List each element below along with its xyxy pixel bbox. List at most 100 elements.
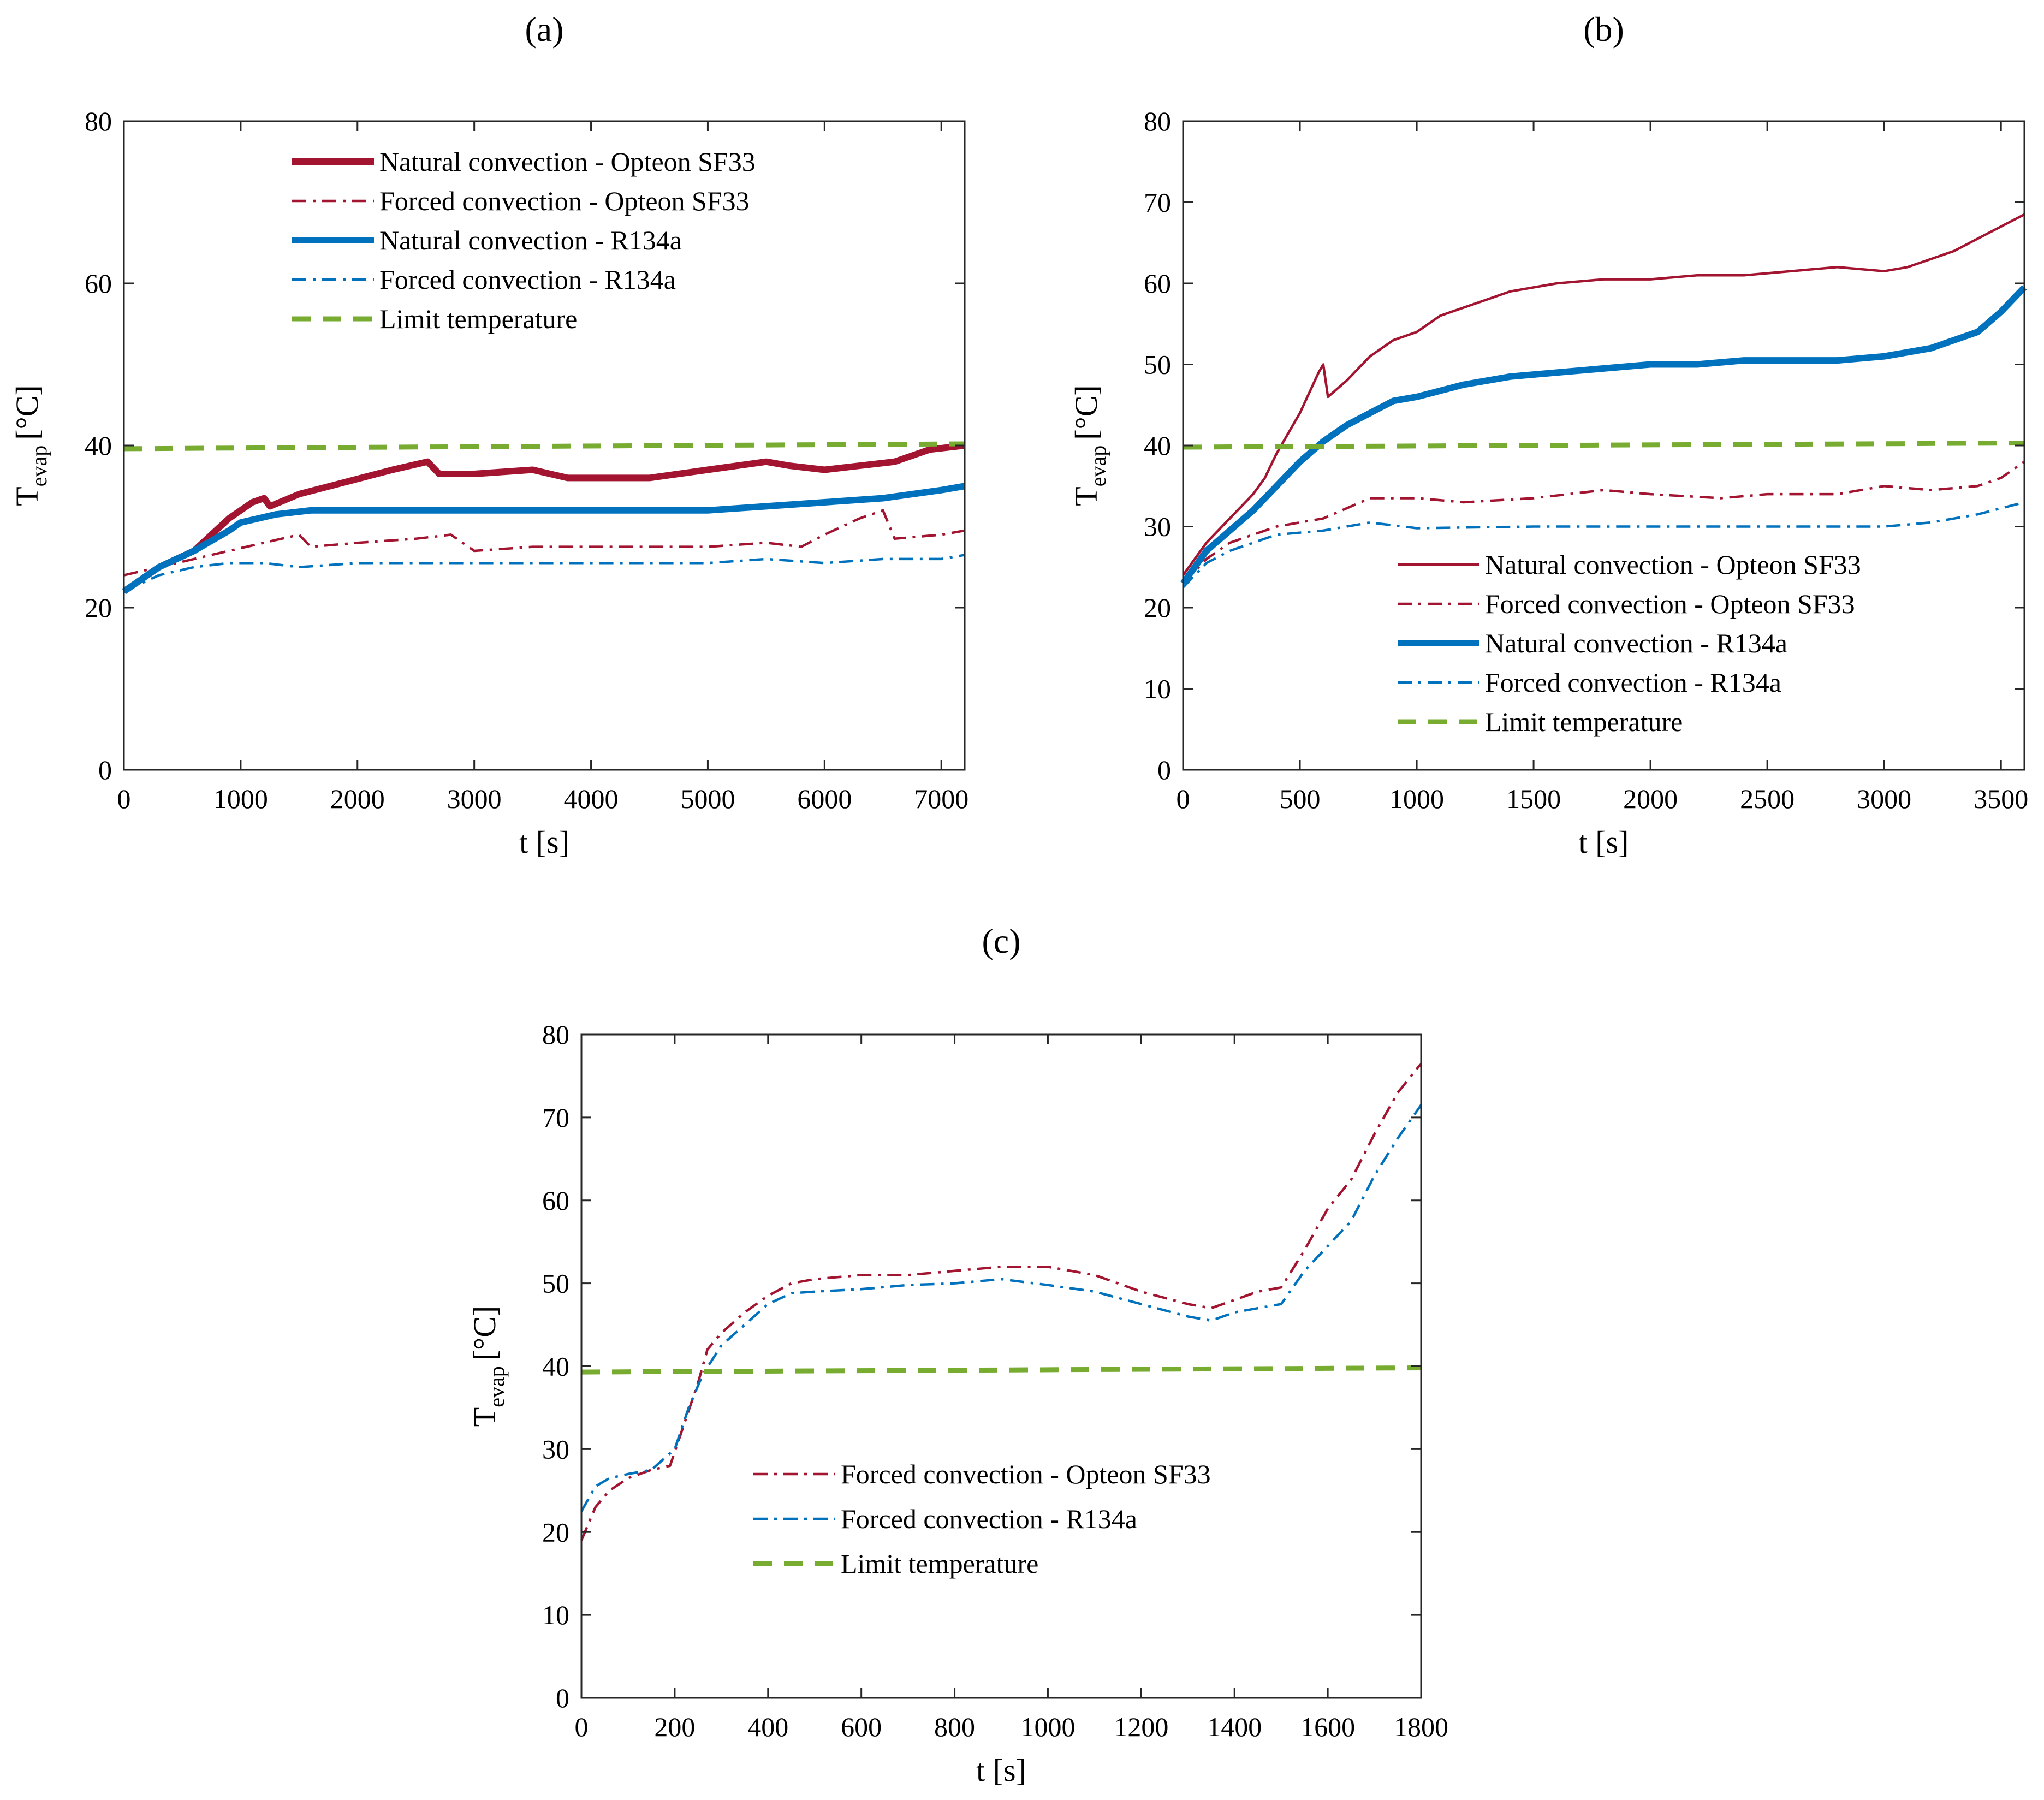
series-line-3 xyxy=(581,1365,1422,1375)
legend: Natural convection - Opteon SF33 Forced c… xyxy=(292,146,756,334)
y-tick-label: 30 xyxy=(542,1434,569,1464)
legend-entry-label: Forced convection - Opteon SF33 xyxy=(841,1459,1211,1489)
x-tick-label: 3500 xyxy=(1974,783,2028,814)
legend-entry-label: Natural convection - Opteon SF33 xyxy=(1485,549,1861,580)
legend-entry-label: Forced convection - R134a xyxy=(1485,667,1781,698)
y-tick-label: 0 xyxy=(556,1683,569,1713)
y-tick-label: 50 xyxy=(542,1268,569,1299)
y-tick-label: 20 xyxy=(85,592,112,623)
y-tick-label: 60 xyxy=(1144,268,1171,299)
series-group xyxy=(122,441,966,595)
series-line-1 xyxy=(1182,213,2025,576)
y-label-main: T xyxy=(467,1407,502,1427)
x-tick-label: 3000 xyxy=(447,783,502,814)
legend-entry-label: Limit temperature xyxy=(379,304,577,334)
y-tick-label: 20 xyxy=(1144,592,1171,623)
y-tick-label: 10 xyxy=(1144,674,1171,704)
chart-panel-c: (c) 0 200 400 600 800 1000 1200 1400 1600 1800 0 10 2… xyxy=(467,922,1448,1788)
x-tick-label: 1200 xyxy=(1114,1712,1168,1742)
chart-panel-a: (a) 0 1000 2000 3000 4000 5000 6000 7000 0 20 40 60 8… xyxy=(9,10,968,860)
y-tick-label: 10 xyxy=(542,1600,569,1630)
y-tick-label: 20 xyxy=(542,1517,569,1547)
legend-entry-label: Limit temperature xyxy=(841,1548,1038,1579)
y-tick-label: 50 xyxy=(1144,349,1171,380)
series-line-5 xyxy=(123,441,965,452)
series-line-4 xyxy=(123,554,965,593)
x-tick-label: 7000 xyxy=(914,783,968,814)
x-tick-label: 200 xyxy=(654,1712,695,1742)
legend-entry-label: Forced convection - Opteon SF33 xyxy=(1485,589,1855,619)
y-tick-label: 60 xyxy=(85,268,112,299)
series-line-4 xyxy=(1182,501,2025,589)
y-tick-label: 30 xyxy=(1144,512,1171,542)
x-tick-label: 5000 xyxy=(680,783,735,814)
y-tick-label: 70 xyxy=(542,1102,569,1133)
series-line-3 xyxy=(122,483,966,595)
series-line-3 xyxy=(1180,285,2027,586)
series-line-1 xyxy=(122,442,965,595)
y-label-unit: [°C] xyxy=(467,1306,502,1361)
y-tick-label: 40 xyxy=(542,1351,569,1382)
y-tick-label: 40 xyxy=(1144,430,1171,461)
y-tick-label: 40 xyxy=(85,430,112,461)
legend-entry-label: Forced convection - Opteon SF33 xyxy=(379,186,750,216)
x-tick-label: 2000 xyxy=(1623,783,1678,814)
x-tick-label: 3000 xyxy=(1857,783,1911,814)
y-tick-label: 80 xyxy=(85,106,112,136)
x-tick-label: 500 xyxy=(1280,783,1321,814)
x-tick-label: 0 xyxy=(575,1712,589,1742)
y-tick-label: 60 xyxy=(542,1185,569,1216)
y-tick-label: 80 xyxy=(542,1019,569,1050)
x-tick-label: 1600 xyxy=(1300,1712,1355,1742)
series-line-2 xyxy=(123,509,965,577)
x-axis-label: t [s] xyxy=(1579,824,1629,860)
x-tick-label: 1500 xyxy=(1506,783,1561,814)
y-tick-label: 80 xyxy=(1144,106,1171,136)
x-tick-label: 2000 xyxy=(330,783,385,814)
x-tick-label: 0 xyxy=(117,783,131,814)
legend-entry-label: Forced convection - R134a xyxy=(379,264,676,295)
legend-entry-label: Natural convection - R134a xyxy=(379,225,682,256)
y-tick-label: 0 xyxy=(98,755,112,785)
legend-entry-label: Natural convection - Opteon SF33 xyxy=(379,146,756,177)
series-group xyxy=(580,1062,1422,1541)
y-tick-label: 0 xyxy=(1157,755,1171,785)
y-label-subscript: evap xyxy=(1086,445,1110,487)
x-tick-label: 600 xyxy=(841,1712,882,1742)
y-axis-label: Tevap [°C] xyxy=(467,1306,509,1427)
series-line-5 xyxy=(1183,441,2025,450)
plot-area xyxy=(581,1035,1421,1698)
y-label-main: T xyxy=(1068,486,1104,506)
legend: Forced convection - Opteon SF33 Forced co… xyxy=(753,1459,1211,1579)
panel-label: (b) xyxy=(1583,10,1624,49)
y-axis-label: Tevap [°C] xyxy=(9,385,51,506)
x-tick-label: 400 xyxy=(747,1712,788,1742)
y-axis-label: Tevap [°C] xyxy=(1068,385,1110,506)
panel-label: (a) xyxy=(525,10,563,49)
legend-entry-label: Forced convection - R134a xyxy=(841,1504,1137,1534)
x-tick-label: 800 xyxy=(934,1712,975,1742)
x-axis-label: t [s] xyxy=(519,824,569,860)
x-tick-label: 0 xyxy=(1177,783,1190,814)
x-tick-label: 1800 xyxy=(1394,1712,1448,1742)
x-tick-label: 2500 xyxy=(1740,783,1795,814)
legend-entry-label: Natural convection - R134a xyxy=(1485,628,1787,658)
legend: Natural convection - Opteon SF33 Forced c… xyxy=(1398,549,1861,737)
y-label-main: T xyxy=(9,486,45,506)
x-tick-label: 1000 xyxy=(213,783,268,814)
y-label-unit: [°C] xyxy=(9,385,45,440)
y-tick-label: 70 xyxy=(1144,187,1171,218)
series-line-2 xyxy=(1182,460,2025,585)
y-label-subscript: evap xyxy=(484,1366,509,1407)
chart-panel-b: (b) 0 500 1000 1500 2000 2500 3000 3500 0 10 20 30 40… xyxy=(1068,10,2028,860)
x-tick-label: 1000 xyxy=(1020,1712,1075,1742)
y-label-unit: [°C] xyxy=(1068,385,1104,440)
x-tick-label: 1400 xyxy=(1207,1712,1262,1742)
legend-entry-label: Limit temperature xyxy=(1485,706,1683,737)
series-line-2 xyxy=(580,1104,1422,1512)
y-label-subscript: evap xyxy=(27,445,51,487)
x-axis-label: t [s] xyxy=(976,1753,1026,1788)
x-tick-label: 6000 xyxy=(797,783,852,814)
x-tick-label: 1000 xyxy=(1389,783,1444,814)
